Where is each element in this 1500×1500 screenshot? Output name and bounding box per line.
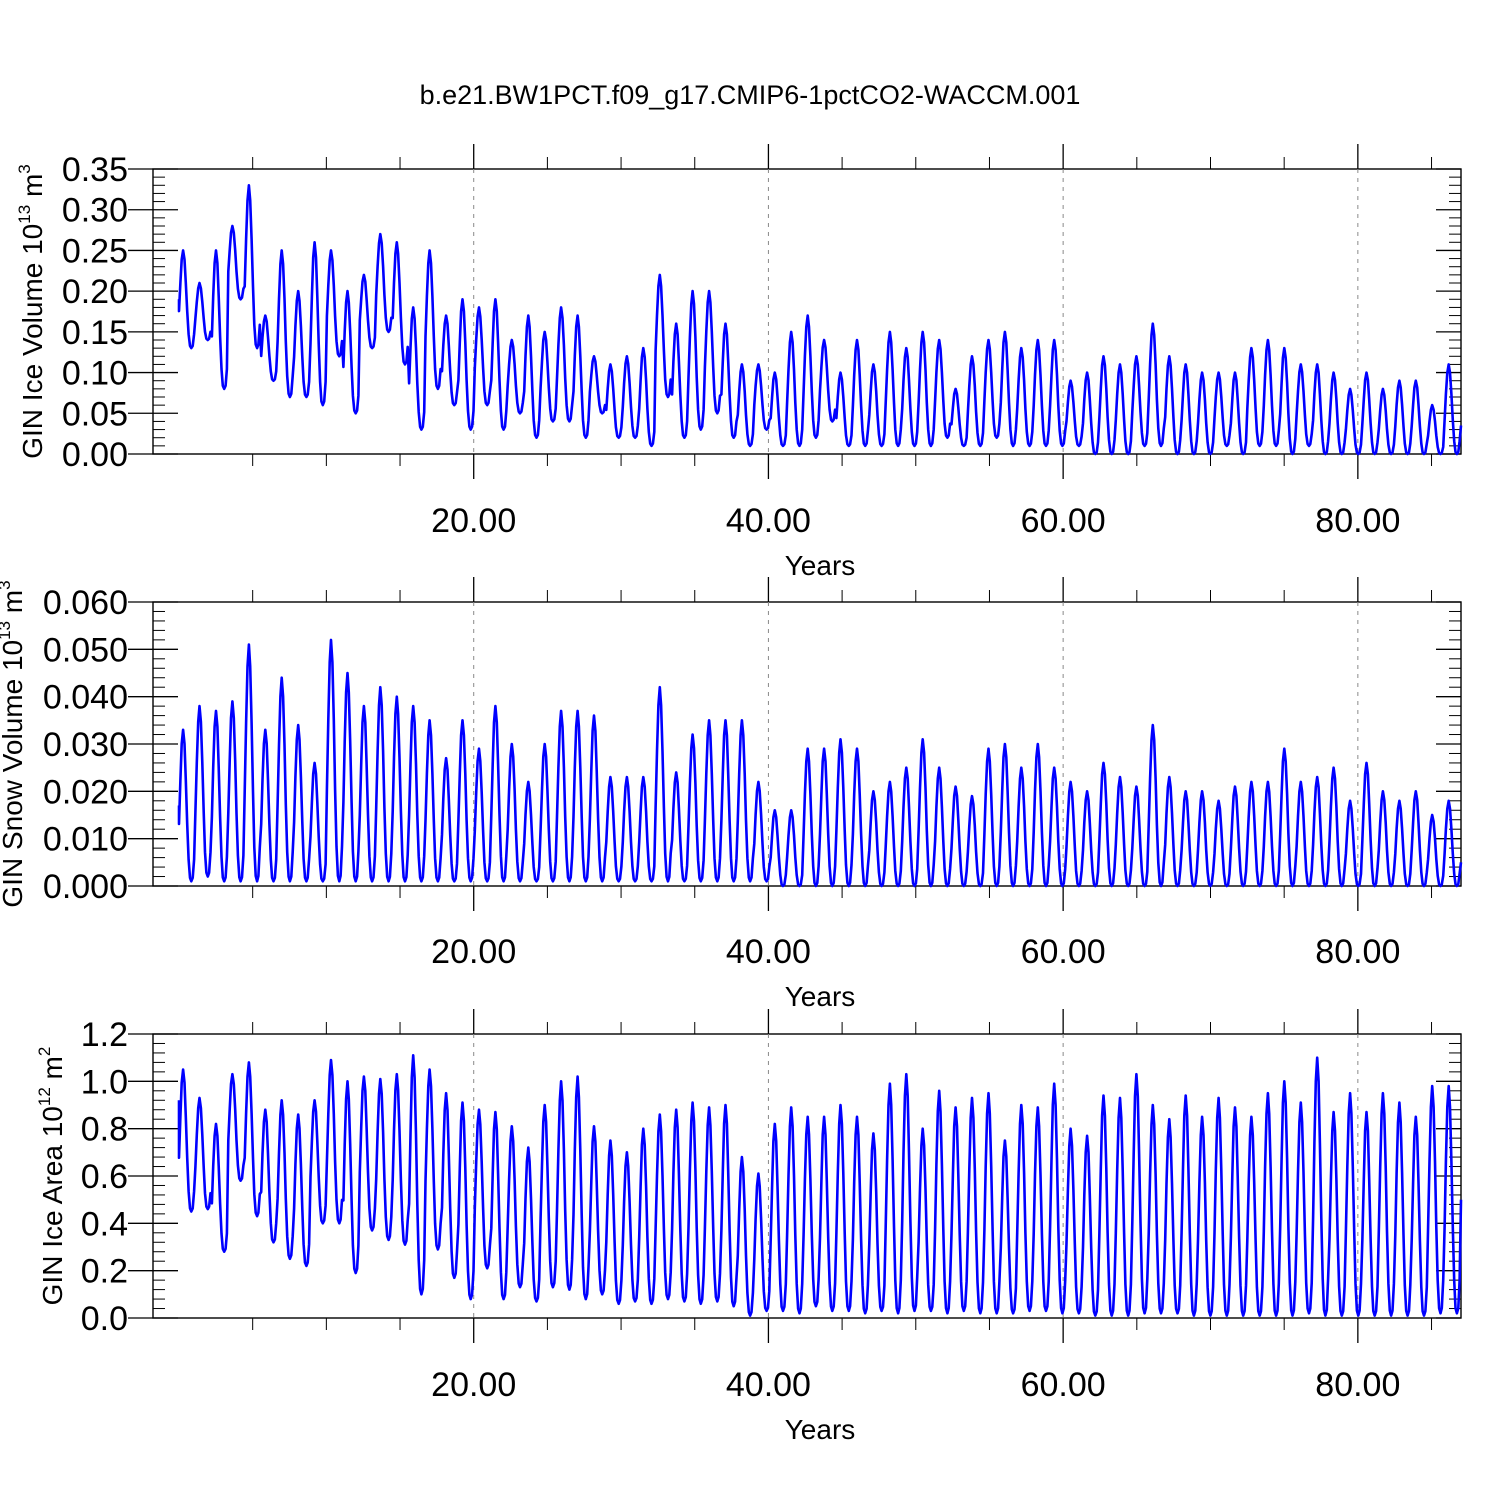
y-tick-label: 0.15	[62, 314, 128, 352]
x-tick-label: 60.00	[1021, 933, 1106, 971]
x-tick-label: 20.00	[431, 1366, 516, 1404]
y-tick-label: 0.040	[43, 679, 128, 717]
y-tick-label: 0.00	[62, 436, 128, 474]
y-tick-label: 0.050	[43, 631, 128, 669]
x-tick-label: 60.00	[1021, 1366, 1106, 1404]
x-tick-label: 20.00	[431, 933, 516, 971]
x-tick-label: 20.00	[431, 502, 516, 540]
x-tick-label: 40.00	[726, 1366, 811, 1404]
x-tick-label: 80.00	[1315, 933, 1400, 971]
y-tick-label: 1.0	[81, 1063, 128, 1101]
y-axis-title: GIN Ice Area 1012 m2	[35, 1047, 68, 1306]
y-tick-label: 0.010	[43, 821, 128, 859]
chart-panel-2: 20.00 40.00 60.00 80.00 Years 0.000 0.010 0.020…	[0, 577, 1463, 1012]
y-tick-label: 0.10	[62, 355, 128, 393]
chart-panel-1: 20.00 40.00 60.00 80.00 Years 0.000.050.100.1…	[15, 144, 1463, 581]
x-axis-title: Years	[785, 981, 856, 1012]
series-line	[177, 638, 1463, 888]
y-tick-label: 0.20	[62, 273, 128, 311]
chart-title: b.e21.BW1PCT.f09_g17.CMIP6-1pctCO2-WACCM…	[419, 80, 1081, 110]
y-tick-label: 0.020	[43, 773, 128, 811]
y-tick-label: 0.060	[43, 584, 128, 622]
plot-frame	[152, 168, 1462, 455]
y-axis-title: GIN Ice Volume 1013 m3	[15, 164, 48, 459]
y-tick-label: 0.8	[81, 1111, 128, 1149]
y-tick-label: 0.35	[62, 151, 128, 189]
y-tick-label: 0.05	[62, 395, 128, 433]
x-tick-label: 80.00	[1315, 502, 1400, 540]
x-tick-label: 40.00	[726, 933, 811, 971]
y-tick-label: 0.6	[81, 1158, 128, 1196]
y-tick-label: 0.25	[62, 232, 128, 270]
x-tick-label: 40.00	[726, 502, 811, 540]
y-tick-label: 0.030	[43, 726, 128, 764]
y-tick-label: 0.30	[62, 192, 128, 230]
y-tick-label: 0.0	[81, 1300, 128, 1338]
x-tick-label: 80.00	[1315, 1366, 1400, 1404]
y-tick-label: 0.4	[81, 1205, 128, 1243]
series-line	[177, 184, 1463, 456]
y-tick-label: 0.2	[81, 1253, 128, 1291]
y-tick-label: 0.000	[43, 868, 128, 906]
x-axis-title: Years	[785, 550, 856, 581]
x-tick-label: 60.00	[1021, 502, 1106, 540]
y-tick-label: 1.2	[81, 1016, 128, 1054]
y-axis-title: GIN Snow Volume 1013 m3	[0, 580, 28, 907]
series-line	[177, 1054, 1463, 1317]
x-axis-title: Years	[785, 1414, 856, 1445]
chart-panel-3: 20.00 40.00 60.00 80.00 Years 0.0 0.2 0.4 0.6 0.8…	[35, 1009, 1463, 1445]
